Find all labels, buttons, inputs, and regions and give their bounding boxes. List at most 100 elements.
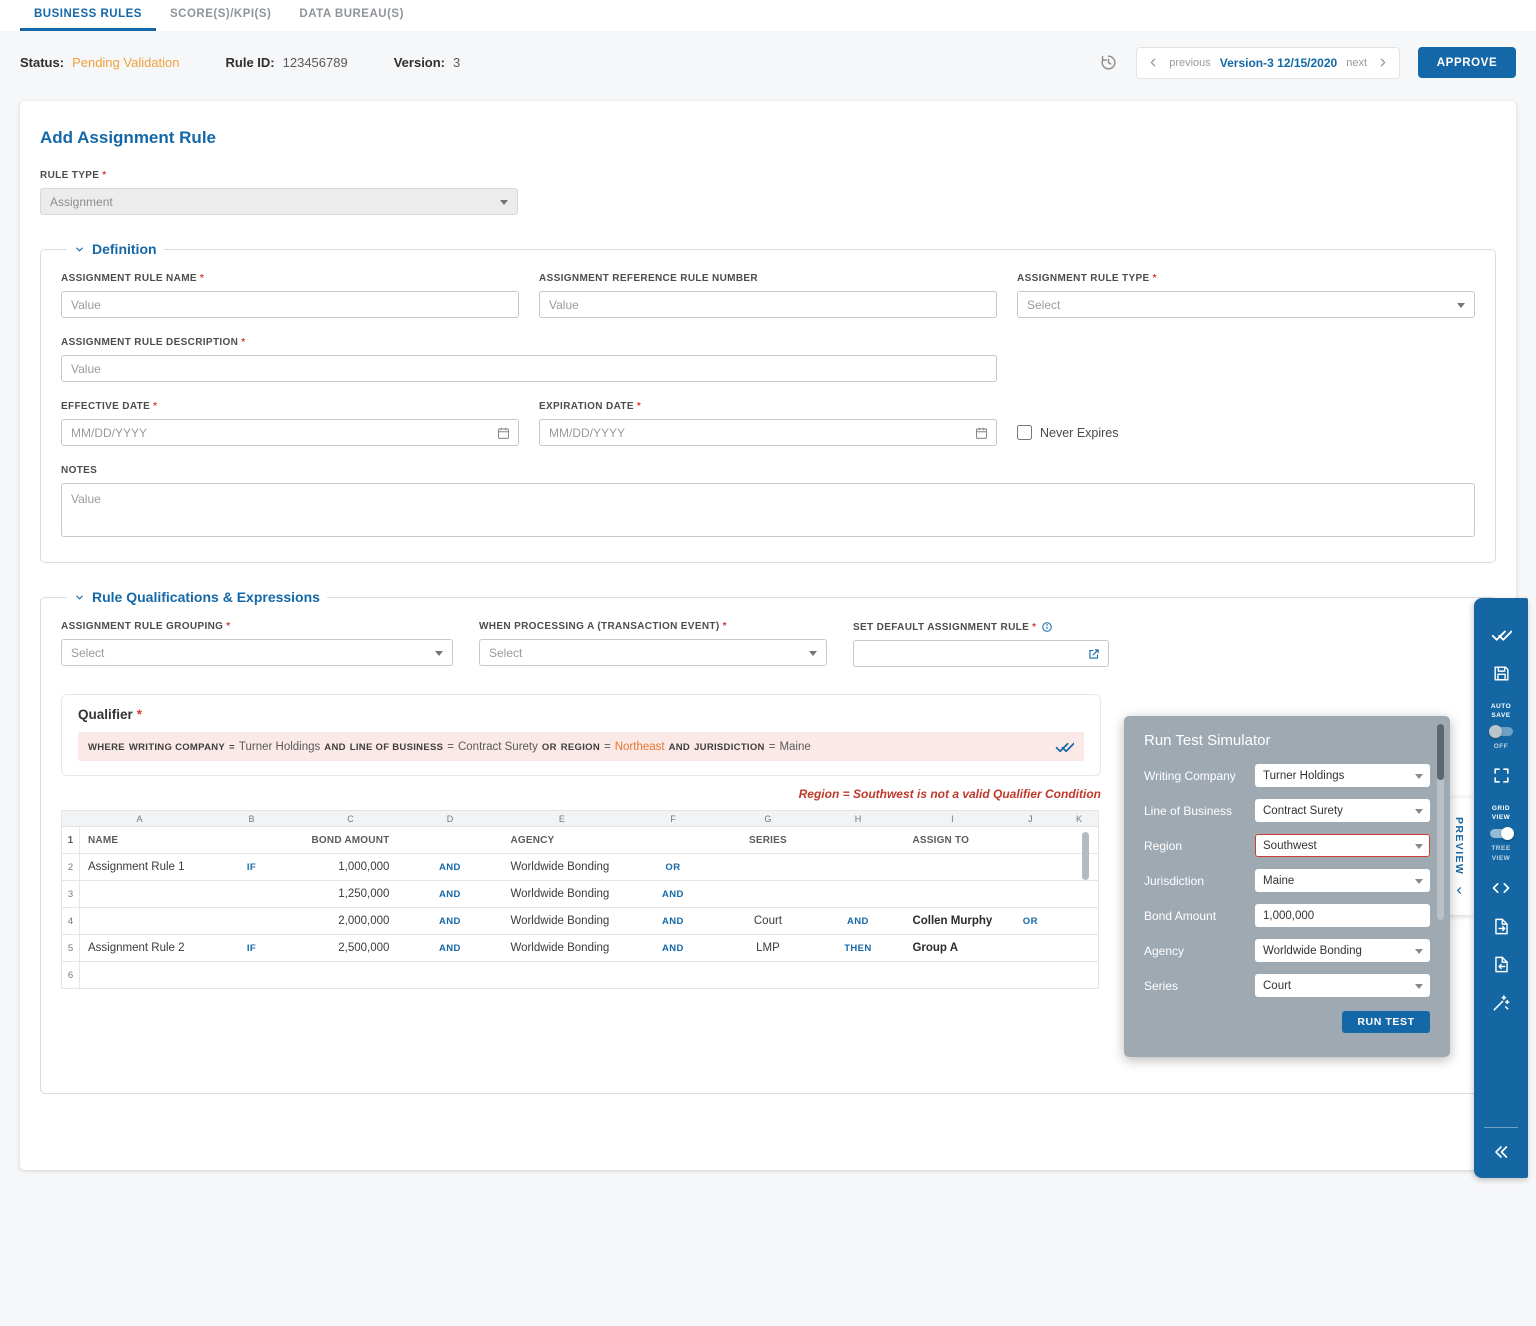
grid-cell-J6[interactable] (1000, 961, 1061, 989)
grid-cell-G5[interactable]: LMP (724, 934, 812, 962)
sim-writing-company-select[interactable]: Turner Holdings (1255, 764, 1430, 787)
grid-cell-F1[interactable] (621, 826, 725, 854)
grid-corner-cell[interactable] (61, 810, 80, 827)
grid-row-header-4[interactable]: 4 (61, 907, 80, 935)
grid-column-header-F[interactable]: F (621, 810, 725, 827)
previous-chevron-icon[interactable] (1147, 56, 1160, 69)
run-test-button[interactable]: RUN TEST (1342, 1011, 1430, 1033)
grid-cell-K6[interactable] (1060, 961, 1099, 989)
validate-expression-icon[interactable] (1055, 737, 1074, 756)
grid-cell-F6[interactable] (621, 961, 725, 989)
save-icon[interactable] (1492, 664, 1511, 683)
grid-cell-K5[interactable] (1060, 934, 1099, 962)
grid-cell-E2[interactable]: Worldwide Bonding (502, 853, 622, 881)
grid-cell-A4[interactable] (79, 907, 200, 935)
grid-cell-I6[interactable] (904, 961, 1001, 989)
sim-line-of-business-select[interactable]: Contract Surety (1255, 799, 1430, 822)
grid-cell-D3[interactable]: AND (397, 880, 503, 908)
grid-column-header-A[interactable]: A (79, 810, 200, 827)
grid-column-header-I[interactable]: I (904, 810, 1001, 827)
grid-cell-K2[interactable] (1060, 853, 1099, 881)
grid-column-header-J[interactable]: J (1000, 810, 1061, 827)
grid-cell-H5[interactable]: THEN (811, 934, 905, 962)
grid-cell-I5[interactable]: Group A (904, 934, 1001, 962)
grid-cell-E5[interactable]: Worldwide Bonding (502, 934, 622, 962)
export-file-icon[interactable] (1492, 917, 1511, 936)
grid-cell-C6[interactable] (303, 961, 398, 989)
grid-column-header-D[interactable]: D (397, 810, 503, 827)
next-version-button[interactable]: next (1346, 56, 1367, 69)
grid-row-header-3[interactable]: 3 (61, 880, 80, 908)
reference-rule-number-input[interactable] (539, 291, 997, 318)
grid-cell-C4[interactable]: 2,000,000 (303, 907, 398, 935)
calendar-icon[interactable] (974, 425, 989, 440)
grid-cell-B3[interactable] (199, 880, 304, 908)
grid-cell-C3[interactable]: 1,250,000 (303, 880, 398, 908)
sim-jurisdiction-select[interactable]: Maine (1255, 869, 1430, 892)
grid-cell-I4[interactable]: Collen Murphy (904, 907, 1001, 935)
grid-cell-A3[interactable] (79, 880, 200, 908)
grid-column-header-E[interactable]: E (502, 810, 622, 827)
grid-cell-E6[interactable] (502, 961, 622, 989)
grid-cell-B2[interactable]: IF (199, 853, 304, 881)
sim-bond-amount-input[interactable]: 1,000,000 (1255, 904, 1430, 927)
sim-series-select[interactable]: Court (1255, 974, 1430, 997)
grid-cell-D6[interactable] (397, 961, 503, 989)
grid-cell-D4[interactable]: AND (397, 907, 503, 935)
grid-cell-J4[interactable]: OR (1000, 907, 1061, 935)
grid-cell-D2[interactable]: AND (397, 853, 503, 881)
grid-cell-A5[interactable]: Assignment Rule 2 (79, 934, 200, 962)
assignment-rule-type-select[interactable]: Select (1017, 291, 1475, 318)
grid-cell-H3[interactable] (811, 880, 905, 908)
grid-cell-C5[interactable]: 2,500,000 (303, 934, 398, 962)
collapse-toolbar-icon[interactable] (1491, 1142, 1511, 1162)
grid-cell-K3[interactable] (1060, 880, 1099, 908)
rule-type-select[interactable]: Assignment (40, 188, 518, 215)
grid-cell-H4[interactable]: AND (811, 907, 905, 935)
grid-scrollbar[interactable] (1082, 832, 1089, 992)
expiration-date-input[interactable] (539, 419, 997, 446)
grid-cell-K4[interactable] (1060, 907, 1099, 935)
tab-scores-kpis[interactable]: SCORE(S)/KPI(S) (156, 0, 285, 31)
rule-description-input[interactable] (61, 355, 997, 382)
grid-cell-H6[interactable] (811, 961, 905, 989)
rule-grouping-select[interactable]: Select (61, 639, 453, 666)
grid-cell-J5[interactable] (1000, 934, 1061, 962)
grid-cell-A1[interactable]: NAME (79, 826, 200, 854)
grid-column-header-C[interactable]: C (303, 810, 398, 827)
grid-cell-J3[interactable] (1000, 880, 1061, 908)
notes-textarea[interactable] (61, 483, 1475, 537)
grid-column-header-B[interactable]: B (199, 810, 304, 827)
grid-row-header-1[interactable]: 1 (61, 826, 80, 854)
grid-cell-I1[interactable]: ASSIGN TO (904, 826, 1001, 854)
rule-wizard-icon[interactable] (1491, 993, 1511, 1013)
never-expires-checkbox[interactable] (1017, 425, 1032, 440)
previous-version-button[interactable]: previous (1169, 56, 1211, 69)
definition-section-header[interactable]: Definition (67, 241, 164, 257)
sim-agency-select[interactable]: Worldwide Bonding (1255, 939, 1430, 962)
grid-cell-B6[interactable] (199, 961, 304, 989)
grid-cell-F3[interactable]: AND (621, 880, 725, 908)
grid-cell-A6[interactable] (79, 961, 200, 989)
grid-cell-J1[interactable] (1000, 826, 1061, 854)
calendar-icon[interactable] (496, 425, 511, 440)
grid-cell-I2[interactable] (904, 853, 1001, 881)
grid-column-header-K[interactable]: K (1060, 810, 1099, 827)
history-icon[interactable] (1099, 53, 1118, 72)
grid-scrollbar-thumb[interactable] (1082, 832, 1089, 880)
grid-cell-G4[interactable]: Court (724, 907, 812, 935)
next-chevron-icon[interactable] (1376, 56, 1389, 69)
grid-cell-F2[interactable]: OR (621, 853, 725, 881)
simulator-scrollbar-thumb[interactable] (1437, 724, 1444, 780)
grid-cell-E4[interactable]: Worldwide Bonding (502, 907, 622, 935)
grid-row-header-6[interactable]: 6 (61, 961, 80, 989)
grid-cell-K1[interactable] (1060, 826, 1099, 854)
code-view-icon[interactable] (1491, 878, 1511, 898)
external-link-icon[interactable] (1087, 647, 1101, 661)
sim-region-select[interactable]: Southwest (1255, 834, 1430, 857)
grid-cell-B4[interactable] (199, 907, 304, 935)
assignment-rule-name-input[interactable] (61, 291, 519, 318)
effective-date-input[interactable] (61, 419, 519, 446)
auto-save-toggle[interactable] (1488, 725, 1513, 739)
current-version-link[interactable]: Version-3 12/15/2020 (1219, 55, 1338, 70)
